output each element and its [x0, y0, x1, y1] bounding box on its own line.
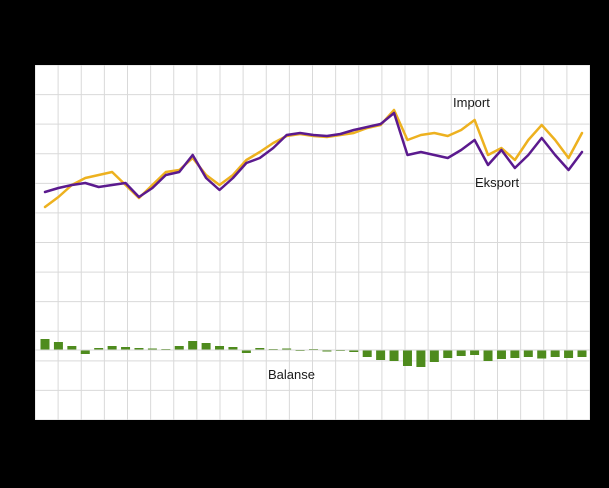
- plot-area: Import Eksport Balanse: [35, 65, 590, 420]
- chart-canvas: [35, 65, 590, 420]
